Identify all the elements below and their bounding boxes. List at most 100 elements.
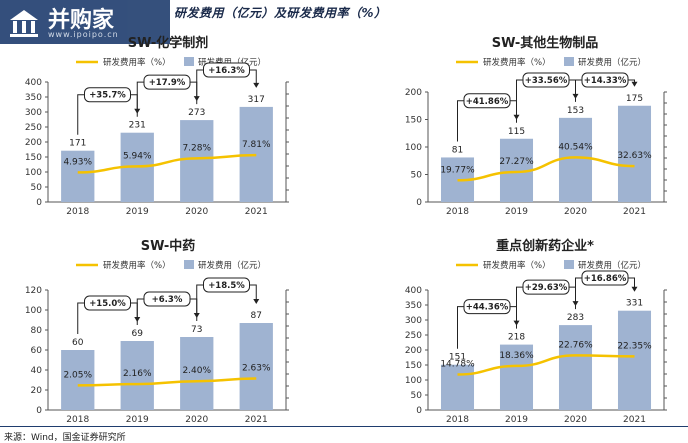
y-tick-label: 150 [405,116,422,126]
y-tick-label: 0 [36,198,42,208]
legend-label: 研发费用率（%） [103,260,171,271]
rate-value-label: 4.93% [63,157,92,167]
growth-label: +44.36% [466,303,509,313]
x-tick-label: 2018 [446,207,469,217]
bar [180,120,214,202]
y-tick-label: 50 [31,183,43,193]
growth-label: +41.86% [466,97,509,107]
chart-title: SW-中药 [141,238,196,254]
x-tick-label: 2019 [505,207,528,217]
bar-value-label: 231 [129,121,146,131]
y-tick-label: 350 [405,301,422,311]
y-tick-label: 0 [36,406,42,416]
y-tick-label: 400 [405,286,422,296]
charts-canvas: SW-化学制剂研发费用率（%）研发费用（亿元）05010015020025030… [25,35,667,425]
growth-badge [581,270,629,286]
growth-label: +16.3% [208,66,245,76]
bar [120,341,154,410]
y-tick-label: 250 [405,331,422,341]
rate-value-label: 5.94% [123,151,152,161]
bar [440,364,475,410]
growth-label: +14.33% [584,76,627,86]
source-note: 来源：Wind，国金证券研究所 [4,433,126,443]
growth-label: +35.7% [89,91,126,101]
y-tick-label: 150 [25,153,42,163]
chart-title: SW-化学制剂 [128,35,209,51]
bar [61,350,95,410]
y-tick-label: 100 [25,168,42,178]
bar-value-label: 283 [567,313,584,323]
rate-value-label: 18.36% [499,351,534,361]
x-tick-label: 2018 [66,415,89,425]
bar-value-label: 60 [72,338,84,348]
legend-label: 研发费用率（%） [483,260,551,271]
rate-value-label: 2.05% [63,370,92,380]
legend-bar-swatch [564,260,574,269]
x-tick-label: 2020 [185,207,208,217]
footer-divider [0,426,688,427]
growth-arrowhead [253,82,260,88]
growth-badge [522,279,570,295]
growth-badge [84,295,131,311]
watermark-name: 并购家 [48,8,115,33]
y-tick-label: 50 [411,391,423,401]
growth-label: +6.3% [152,295,183,305]
y-tick-label: 200 [25,138,42,148]
bar-value-label: 151 [449,353,466,363]
y-tick-label: 20 [31,386,43,396]
bar [180,337,214,410]
x-tick-label: 2020 [564,415,587,425]
legend-bar-swatch [184,57,194,66]
y-tick-label: 0 [416,406,422,416]
bar [617,105,652,202]
bar-value-label: 81 [452,145,463,155]
growth-badge [203,62,250,78]
growth-label: +33.56% [525,76,568,86]
y-tick-label: 200 [405,88,422,98]
rate-value-label: 22.35% [617,341,652,351]
growth-arrowhead [253,299,260,304]
growth-badge [581,72,629,88]
building-icon [10,10,38,37]
growth-arrowhead [631,81,638,87]
watermark-url: www.ipoipo.cn [48,30,119,39]
x-tick-label: 2018 [66,207,89,217]
bar-value-label: 171 [69,139,86,149]
y-tick-label: 250 [25,123,42,133]
y-tick-label: 60 [31,346,43,356]
y-tick-label: 120 [25,286,42,296]
rate-value-label: 40.54% [558,142,593,152]
growth-label: +15.0% [89,299,126,309]
y-tick-label: 0 [416,198,422,208]
legend-label: 研发费用（亿元） [578,57,646,68]
rate-value-label: 32.63% [617,151,652,161]
y-tick-label: 300 [25,108,42,118]
rate-line [457,156,635,182]
watermark-logo: 并购家 www.ipoipo.cn [0,0,170,44]
legend-label: 研发费用率（%） [103,57,171,68]
bar [239,323,273,410]
x-tick-label: 2018 [446,415,469,425]
figure-header: 研发费用（亿元）及研发费用率（%） [0,0,688,22]
rate-line [77,377,257,387]
rate-value-label: 7.81% [242,140,271,150]
rate-value-label: 2.40% [182,366,211,376]
y-tick-label: 100 [405,143,422,153]
bar [617,310,652,410]
legend-bar-swatch [564,57,574,66]
legend-label: 研发费用率（%） [483,57,551,68]
rate-value-label: 2.16% [123,369,152,379]
y-tick-label: 400 [25,78,42,88]
x-tick-label: 2021 [623,207,646,217]
x-tick-label: 2020 [564,207,587,217]
y-tick-label: 200 [405,346,422,356]
figure-title: 研发费用（亿元）及研发费用率（%） [174,6,387,20]
x-tick-label: 2020 [185,415,208,425]
rate-value-label: 27.27% [499,157,534,167]
x-tick-label: 2019 [126,415,149,425]
rate-value-label: 14.78% [440,360,475,370]
legend-label: 研发费用（亿元） [198,260,266,271]
rate-value-label: 22.76% [558,340,593,350]
y-tick-label: 100 [405,376,422,386]
bar [61,150,95,202]
